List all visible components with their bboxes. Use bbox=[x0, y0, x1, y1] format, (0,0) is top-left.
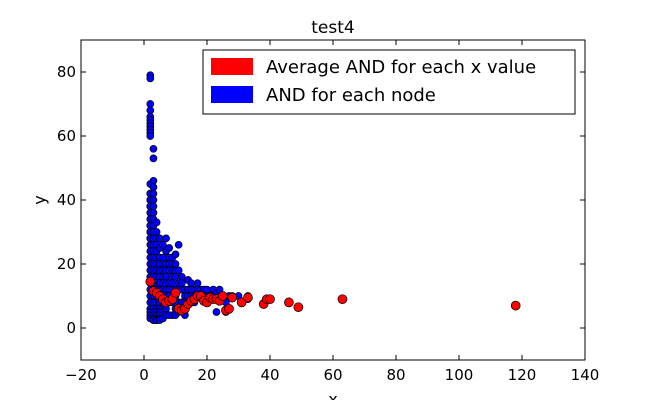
node-data-point bbox=[152, 218, 161, 227]
x-tick-label: −20 bbox=[65, 366, 97, 384]
average-data-point bbox=[337, 294, 348, 305]
x-tick-label: 140 bbox=[571, 366, 600, 384]
y-tick-label: 40 bbox=[57, 191, 76, 209]
node-data-point bbox=[146, 74, 155, 83]
y-tick-label: 20 bbox=[57, 255, 76, 273]
average-data-point bbox=[510, 300, 521, 311]
node-data-point bbox=[177, 279, 186, 288]
node-data-point bbox=[149, 183, 158, 192]
node-data-point bbox=[149, 154, 158, 163]
node-data-point bbox=[165, 244, 174, 252]
node-data-point bbox=[174, 266, 183, 275]
node-data-point bbox=[187, 279, 196, 288]
node-data-point bbox=[171, 272, 180, 281]
x-tick-label: 120 bbox=[508, 366, 537, 384]
legend-frame bbox=[202, 49, 576, 115]
chart-title: test4 bbox=[311, 18, 354, 38]
node-data-point bbox=[159, 240, 167, 249]
average-data-point bbox=[145, 276, 156, 287]
node-data-point bbox=[159, 253, 167, 262]
axis-ticks: −20 0 20 40 60 80 100 120 140 0 20 40 60 80 bbox=[57, 40, 599, 384]
node-data-point bbox=[171, 260, 180, 268]
average-data-point bbox=[293, 302, 304, 313]
node-data-point bbox=[212, 308, 221, 316]
node-data-point bbox=[174, 240, 183, 249]
legend-swatch bbox=[211, 58, 253, 75]
legend-swatch bbox=[211, 86, 253, 103]
node-data-point bbox=[146, 132, 155, 140]
x-tick-label: 0 bbox=[139, 366, 149, 384]
x-tick-label: 60 bbox=[323, 366, 342, 384]
average-data-point bbox=[227, 292, 238, 303]
legend-entry-label: Average AND for each x value bbox=[266, 57, 536, 78]
average-data-point bbox=[170, 287, 181, 298]
y-tick-label: 80 bbox=[57, 63, 76, 81]
x-tick-label: 80 bbox=[386, 366, 405, 384]
data-points bbox=[145, 71, 521, 324]
node-data-point bbox=[149, 196, 158, 204]
average-data-point bbox=[243, 292, 253, 303]
average-data-point bbox=[284, 297, 294, 308]
average-data-point bbox=[265, 294, 275, 305]
node-data-point bbox=[177, 272, 186, 281]
node-data-point bbox=[193, 279, 202, 288]
legend: Average AND for each x value AND for each… bbox=[202, 49, 576, 115]
y-tick-label: 60 bbox=[57, 127, 76, 145]
x-tick-label: 100 bbox=[445, 366, 474, 384]
x-tick-label: 20 bbox=[197, 366, 216, 384]
node-data-point bbox=[171, 250, 180, 259]
node-data-point bbox=[149, 189, 158, 198]
average-data-point bbox=[224, 303, 234, 314]
node-data-point bbox=[152, 228, 161, 236]
y-axis-label: y bbox=[30, 195, 49, 204]
x-axis-label: x bbox=[328, 390, 337, 400]
average-data-point bbox=[217, 291, 228, 301]
node-data-point bbox=[149, 144, 158, 153]
node-data-point bbox=[146, 106, 155, 115]
node-data-point bbox=[162, 272, 170, 281]
node-data-point bbox=[155, 234, 164, 243]
y-tick-label: 0 bbox=[66, 319, 76, 337]
node-data-point bbox=[146, 100, 155, 108]
node-data-point bbox=[149, 202, 158, 211]
node-data-point bbox=[162, 234, 170, 243]
node-data-point bbox=[203, 285, 211, 294]
legend-entry-label: AND for each node bbox=[266, 85, 436, 106]
node-data-point bbox=[149, 208, 158, 217]
x-tick-label: 40 bbox=[260, 366, 279, 384]
node-data-point bbox=[149, 176, 158, 185]
